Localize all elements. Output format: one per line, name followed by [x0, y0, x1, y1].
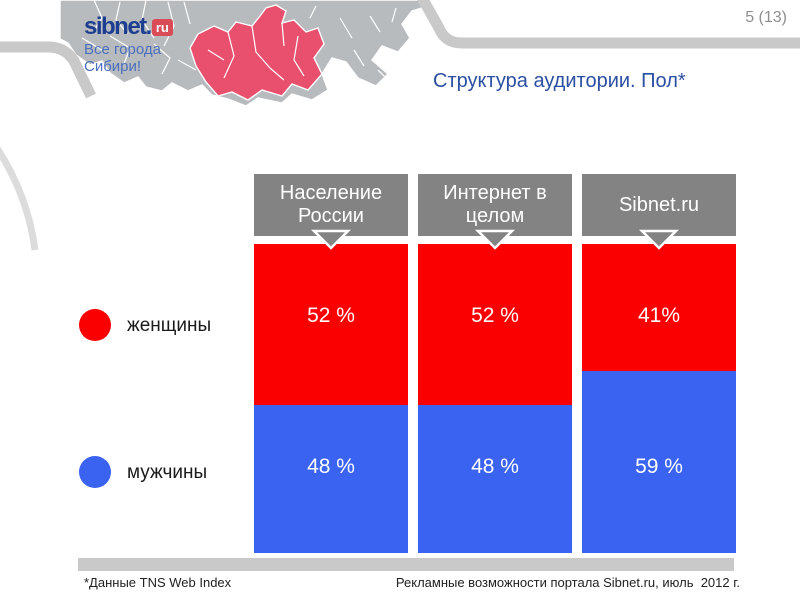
header-pointer-icon — [310, 229, 352, 250]
bar-segment-women: 52 % — [418, 244, 572, 405]
bar-stack: 41% 59 % — [582, 244, 736, 553]
column-header-label: Население России — [279, 182, 383, 227]
bar-segment-men: 48 % — [418, 404, 572, 553]
russia-map-image — [60, 0, 425, 107]
header-pointer-icon — [474, 229, 516, 250]
bottom-divider-bar — [78, 558, 734, 571]
slide-title: Структура аудитории. Пол* — [433, 70, 686, 92]
column-header-label: Sibnet.ru — [618, 193, 700, 216]
footer-source-note: *Данные TNS Web Index — [84, 575, 232, 590]
bar-stack: 52 % 48 % — [254, 244, 408, 553]
tagline-line-2: Сибири! — [84, 58, 142, 76]
legend-label-women: женщины — [127, 315, 212, 336]
women-value-label: 52 % — [307, 304, 355, 327]
bar-column: Население России 52 % 48 % — [254, 174, 408, 553]
logo-ru-badge: ru — [151, 18, 173, 36]
legend-dot-women — [79, 309, 111, 341]
women-value-label: 41% — [637, 304, 681, 327]
men-value-label: 59 % — [635, 454, 683, 478]
bar-segment-men: 59 % — [582, 370, 736, 553]
bar-segment-women: 52 % — [254, 244, 408, 405]
column-header-label: Интернет в целом — [443, 182, 547, 227]
women-value-label: 52 % — [471, 304, 519, 327]
men-value-label: 48 % — [307, 454, 355, 478]
bar-segment-women: 41% — [582, 244, 736, 371]
header-pointer-icon — [638, 229, 680, 250]
column-header: Интернет в целом — [418, 174, 572, 236]
column-header: Sibnet.ru — [582, 174, 736, 236]
page-number: 5 (13) — [745, 9, 787, 26]
column-header: Население России — [254, 174, 408, 236]
footer-portal-note: Рекламные возможности портала Sibnet.ru,… — [395, 575, 740, 590]
bar-segment-men: 48 % — [254, 404, 408, 553]
legend-dot-men — [79, 456, 111, 488]
bar-column: Интернет в целом 52 % 48 % — [418, 174, 572, 553]
logo-tagline: Все города Сибири! — [84, 41, 161, 76]
bar-column: Sibnet.ru 41% 59 % — [582, 174, 736, 553]
bar-stack: 52 % 48 % — [418, 244, 572, 553]
logo-brand-text: sibnet. — [84, 13, 152, 40]
tagline-line-1: Все города — [84, 41, 161, 58]
men-value-label: 48 % — [471, 454, 519, 478]
legend-label-men: мужчины — [127, 462, 208, 483]
sibnet-logo: sibnet. ru — [84, 15, 173, 39]
